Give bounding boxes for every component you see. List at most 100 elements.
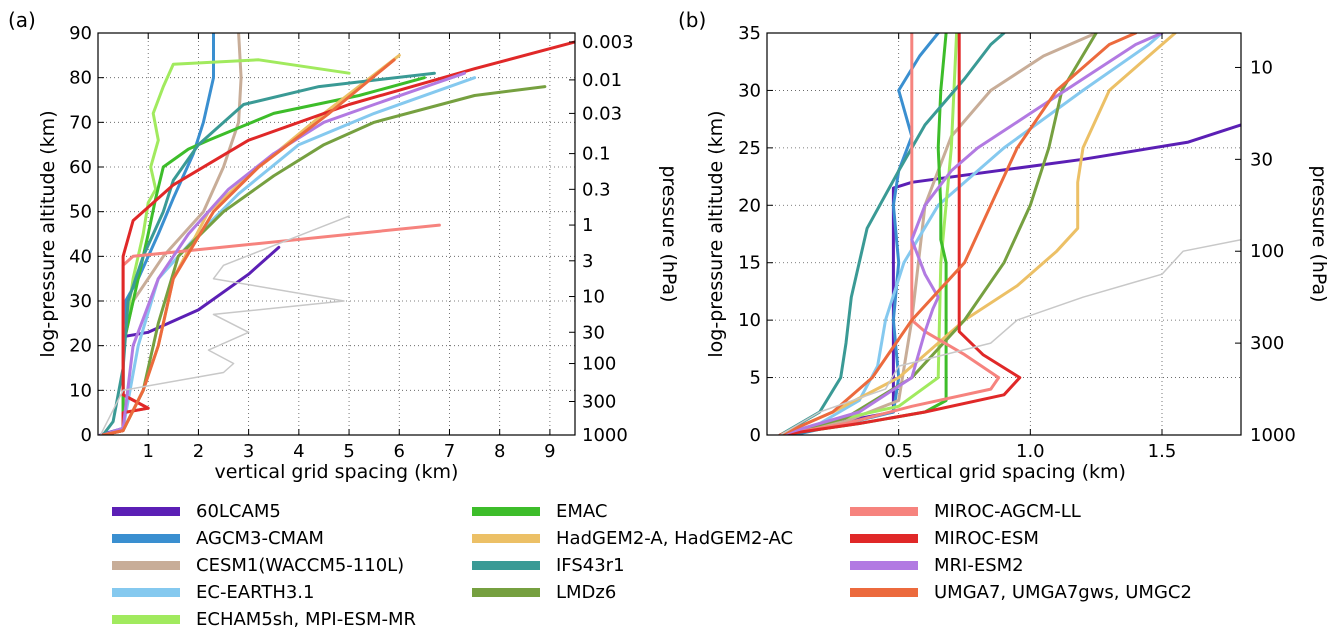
series-line — [778, 33, 959, 435]
y-axis-label: log-pressure altitude (km) — [37, 110, 59, 357]
series-line — [101, 40, 575, 435]
legend-label: MIROC-ESM — [934, 527, 1039, 549]
x-tick-label: 5 — [343, 441, 354, 462]
plot-frame — [97, 32, 576, 436]
x-axis-label: vertical grid spacing (km) — [215, 461, 459, 483]
x-tick-label: 9 — [544, 441, 555, 462]
legend-item: CESM1(WACCM5-110L) — [112, 550, 404, 580]
y-tick-label: 10 — [69, 380, 92, 401]
y-tick-label: 20 — [69, 336, 92, 357]
y-tick-label: 0 — [81, 425, 92, 446]
legend-swatch — [472, 506, 540, 516]
y2-tick-label: 0.003 — [582, 32, 634, 53]
series-line — [778, 33, 1098, 435]
legend-label: AGCM3-CMAM — [196, 527, 324, 549]
y2-tick-label: 0.3 — [582, 179, 611, 200]
plot-area — [99, 33, 575, 435]
y-tick-label: 20 — [738, 195, 761, 216]
y2-tick-label: 100 — [1250, 241, 1284, 262]
series-line — [778, 33, 1138, 435]
series-line — [778, 33, 1164, 435]
y-axis-label: log-pressure altitude (km) — [705, 110, 727, 357]
legend-item: MRI-ESM2 — [850, 550, 1024, 580]
legend-swatch — [472, 533, 540, 543]
legend-item: MIROC-ESM — [850, 523, 1039, 553]
y2-axis-label: pressure (hPa) — [658, 165, 680, 302]
y2-tick-label: 10 — [1250, 57, 1273, 78]
y-tick-label: 5 — [750, 368, 761, 389]
legend-item: UMGA7, UMGA7gws, UMGC2 — [850, 577, 1192, 607]
y2-tick-label: 1000 — [1250, 425, 1296, 446]
legend-label: 60LCAM5 — [196, 500, 281, 522]
x-tick-label: 6 — [394, 441, 405, 462]
y-tick-label: 60 — [69, 157, 92, 178]
panel-label: (b) — [678, 8, 706, 32]
y2-tick-label: 1000 — [582, 425, 628, 446]
y2-tick-label: 300 — [1250, 333, 1284, 354]
y2-tick-label: 1 — [582, 215, 593, 236]
x-tick-label: 1.0 — [1016, 441, 1045, 462]
legend-label: MIROC-AGCM-LL — [934, 500, 1081, 522]
x-tick-label: 0.5 — [884, 441, 913, 462]
legend-label: LMDz6 — [556, 581, 617, 603]
series-line — [101, 71, 466, 435]
y2-tick-label: 10 — [582, 287, 605, 308]
plot-area — [778, 33, 1241, 435]
legend-item: LMDz6 — [472, 577, 616, 607]
series-line — [101, 76, 426, 435]
legend-item: 60LCAM5 — [112, 496, 281, 526]
y2-tick-label: 0.01 — [582, 70, 622, 91]
legend: 60LCAM5 AGCM3-CMAM CESM1(WACCM5-110L) EC… — [112, 496, 1312, 636]
legend-swatch — [850, 560, 918, 570]
x-tick-label: 7 — [444, 441, 455, 462]
y2-tick-label: 0.03 — [582, 103, 622, 124]
y-tick-label: 30 — [69, 291, 92, 312]
legend-item: IFS43r1 — [472, 550, 625, 580]
y2-axis-label: pressure (hPa) — [1308, 165, 1330, 302]
legend-label: MRI-ESM2 — [934, 554, 1024, 576]
y-tick-label: 50 — [69, 202, 92, 223]
x-tick-label: 1 — [142, 441, 153, 462]
legend-label: UMGA7, UMGA7gws, UMGC2 — [934, 581, 1192, 603]
x-tick-label: 1.5 — [1148, 441, 1177, 462]
legend-label: EC-EARTH3.1 — [196, 581, 315, 603]
chart-panel: 0.5 1.0 1.5 0 5 10 15 20 25 30 35 10 30 100 300 1000 ver… — [678, 8, 1330, 483]
legend-swatch — [472, 587, 540, 597]
y2-tick-label: 3 — [582, 251, 593, 272]
legend-label: IFS43r1 — [556, 554, 625, 576]
y2-tick-label: 0.1 — [582, 144, 611, 165]
legend-item: HadGEM2-A, HadGEM2-AC — [472, 523, 793, 553]
legend-swatch — [472, 560, 540, 570]
x-tick-label: 4 — [293, 441, 304, 462]
legend-swatch — [112, 560, 180, 570]
plot-frame — [766, 32, 1242, 436]
y2-tick-label: 30 — [582, 322, 605, 343]
legend-swatch — [112, 614, 180, 624]
legend-swatch — [112, 506, 180, 516]
reference-line — [99, 215, 350, 435]
x-axis-label: vertical grid spacing (km) — [882, 461, 1126, 483]
legend-swatch — [850, 533, 918, 543]
reference-line — [779, 238, 1241, 435]
legend-item: MIROC-AGCM-LL — [850, 496, 1081, 526]
x-tick-label: 3 — [243, 441, 254, 462]
legend-item: ECHAM5sh, MPI-ESM-MR — [112, 604, 416, 634]
y2-tick-label: 30 — [1250, 149, 1273, 170]
x-tick-label: 8 — [494, 441, 505, 462]
series-line — [778, 33, 1001, 435]
panel-label: (a) — [8, 8, 36, 32]
legend-swatch — [112, 533, 180, 543]
legend-item: EMAC — [472, 496, 607, 526]
legend-label: EMAC — [556, 500, 608, 522]
y-tick-label: 0 — [750, 425, 761, 446]
y2-tick-label: 300 — [582, 392, 616, 413]
y-tick-label: 10 — [738, 310, 761, 331]
legend-label: CESM1(WACCM5-110L) — [196, 554, 405, 576]
y-tick-label: 40 — [69, 246, 92, 267]
series-line — [778, 33, 1164, 435]
legend-swatch — [850, 506, 918, 516]
series-line — [778, 33, 1022, 435]
series-line — [778, 33, 1177, 435]
legend-swatch — [850, 587, 918, 597]
